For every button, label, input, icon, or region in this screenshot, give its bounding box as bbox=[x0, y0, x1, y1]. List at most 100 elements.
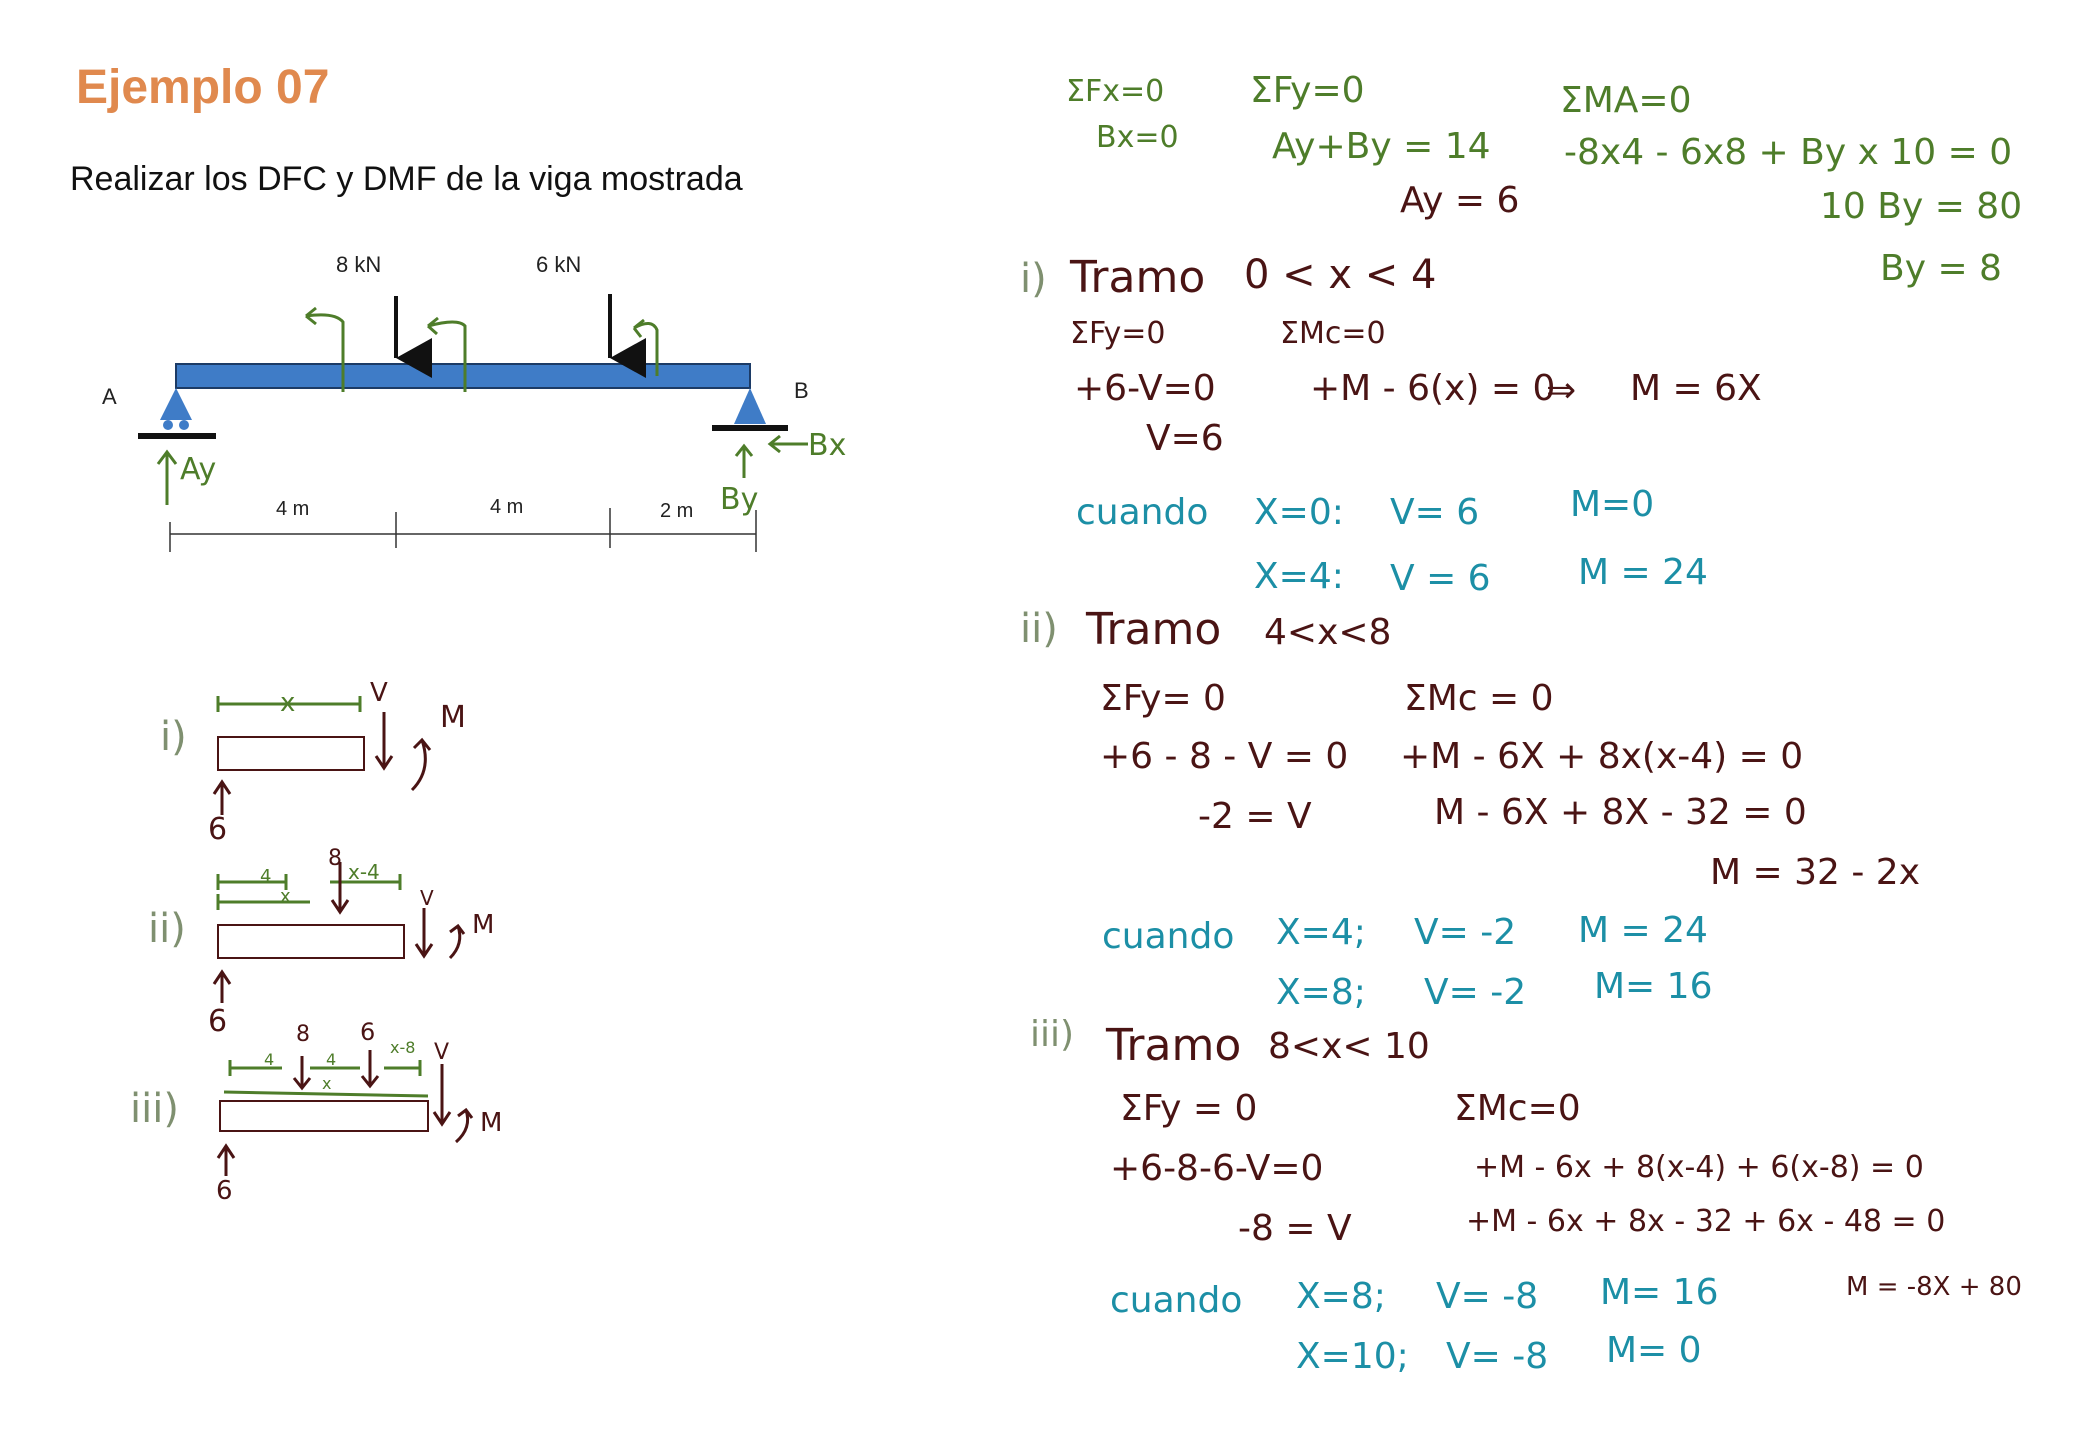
tramo-1-c1-v: V= 6 bbox=[1390, 492, 1480, 533]
fbd-iii-xminus: x-8 bbox=[390, 1038, 416, 1057]
tramo-3-v-result: -8 = V bbox=[1238, 1208, 1352, 1249]
eq-sum-fx: ΣFx=0 bbox=[1066, 74, 1165, 109]
tramo-1-c2-v: V = 6 bbox=[1390, 558, 1491, 599]
beam bbox=[175, 363, 751, 389]
eq-sum-ma: ΣMA=0 bbox=[1560, 80, 1692, 121]
reaction-by-label: By bbox=[720, 482, 759, 517]
tramo-3-m-result: M = -8X + 80 bbox=[1846, 1272, 2022, 1302]
eq-ay: Ay = 6 bbox=[1400, 180, 1520, 221]
tramo-1-fy-eq: +6-V=0 bbox=[1074, 368, 1216, 409]
section-cuts bbox=[305, 306, 659, 392]
tramo-2-c1-v: V= -2 bbox=[1414, 912, 1517, 953]
tramo-3-c2-m: M= 0 bbox=[1606, 1330, 1702, 1371]
tramo-3-title: Tramo bbox=[1106, 1020, 1242, 1071]
support-a-label: A bbox=[102, 384, 117, 409]
tramo-3-c1-x: X=8; bbox=[1296, 1276, 1386, 1317]
fbd-iii-x: x bbox=[322, 1074, 332, 1093]
fbd-ii-roman: ii) bbox=[148, 906, 186, 952]
eq-bx: Bx=0 bbox=[1096, 120, 1179, 155]
tramo-3-sum-mc: ΣMc=0 bbox=[1454, 1088, 1581, 1129]
eq-by-10: 10 By = 80 bbox=[1820, 186, 2023, 227]
tramo-2-range: 4<x<8 bbox=[1264, 612, 1392, 653]
tramo-3-sum-fy: ΣFy = 0 bbox=[1120, 1088, 1258, 1129]
fbd-i-roman: i) bbox=[160, 714, 187, 760]
tramo-1-cuando: cuando bbox=[1076, 492, 1209, 533]
tramo-2-m-eq: +M - 6X + 8x(x-4) = 0 bbox=[1400, 736, 1804, 777]
span-label-1: 4 m bbox=[276, 498, 310, 520]
tramo-1-c2-x: X=4: bbox=[1254, 556, 1344, 597]
fbd-ii-x: x bbox=[280, 886, 291, 907]
fbd-iii-reaction: 6 bbox=[216, 1176, 233, 1206]
fbd-i-m: M bbox=[440, 700, 466, 735]
fbd-ii-seg4: 4 bbox=[260, 866, 272, 887]
tramo-2-cuando: cuando bbox=[1102, 916, 1235, 957]
fbd-ii-m: M bbox=[472, 910, 495, 940]
fbd-iii-seg4a: 4 bbox=[264, 1050, 275, 1069]
fbd-ii-load: 8 bbox=[328, 846, 342, 871]
tramo-1-m-eq: +M - 6(x) = 0 bbox=[1310, 368, 1556, 409]
tramo-2-sum-mc: ΣMc = 0 bbox=[1404, 678, 1554, 719]
reaction-arrows bbox=[156, 434, 808, 505]
tramo-3-c2-v: V= -8 bbox=[1446, 1336, 1549, 1377]
tramo-3-m-eq2: +M - 6x + 8x - 32 + 6x - 48 = 0 bbox=[1466, 1204, 1946, 1239]
fbd-i-x: x bbox=[280, 688, 296, 718]
tramo-2-roman: ii) bbox=[1020, 606, 1058, 652]
tramo-3-fy-eq: +6-8-6-V=0 bbox=[1110, 1148, 1324, 1189]
reaction-ay-label: Ay bbox=[180, 452, 217, 487]
fbd-iii-roman: iii) bbox=[130, 1086, 179, 1132]
eq-by: By = 8 bbox=[1880, 248, 2002, 289]
support-b-label: B bbox=[794, 378, 809, 403]
tramo-2-v-result: -2 = V bbox=[1198, 796, 1312, 837]
tramo-2-m-result: M = 32 - 2x bbox=[1710, 852, 1921, 893]
tramo-3-m-eq: +M - 6x + 8(x-4) + 6(x-8) = 0 bbox=[1474, 1150, 1924, 1185]
tramo-1-roman: i) bbox=[1020, 256, 1047, 302]
fbd-iii-load6: 6 bbox=[360, 1018, 376, 1046]
eq-sum-fy: ΣFy=0 bbox=[1250, 70, 1365, 111]
tramo-1-v-result: V=6 bbox=[1146, 418, 1224, 459]
fbd-ii-v: V bbox=[420, 886, 434, 910]
tramo-2-m-eq2: M - 6X + 8X - 32 = 0 bbox=[1434, 792, 1807, 833]
load-label-8kn: 8 kN bbox=[336, 252, 382, 277]
tramo-2-c1-m: M = 24 bbox=[1578, 910, 1708, 951]
fbd-iii-m: M bbox=[480, 1108, 503, 1138]
tramo-3-c1-m: M= 16 bbox=[1600, 1272, 1719, 1313]
tramo-1-c1-m: M=0 bbox=[1570, 484, 1655, 525]
support-b-pin bbox=[734, 388, 766, 424]
tramo-1-c1-x: X=0: bbox=[1254, 492, 1344, 533]
tramo-2-c2-m: M= 16 bbox=[1594, 966, 1713, 1007]
fbd-i-graphic bbox=[212, 696, 432, 815]
fbd-iii-graphic bbox=[216, 1050, 474, 1176]
tramo-3-cuando: cuando bbox=[1110, 1280, 1243, 1321]
tramo-1-title: Tramo bbox=[1070, 252, 1206, 303]
fbd-i-reaction: 6 bbox=[208, 812, 228, 847]
support-a-pin bbox=[160, 388, 192, 420]
tramo-2-title: Tramo bbox=[1086, 604, 1222, 655]
tramo-1-c2-m: M = 24 bbox=[1578, 552, 1708, 593]
tramo-3-roman: iii) bbox=[1030, 1014, 1075, 1055]
tramo-2-c2-x: X=8; bbox=[1276, 972, 1366, 1013]
dimension-line bbox=[169, 508, 757, 552]
fbd-iii-v: V bbox=[434, 1040, 450, 1065]
problem-statement: Realizar los DFC y DMF de la viga mostra… bbox=[70, 160, 743, 198]
span-label-2: 4 m bbox=[490, 496, 524, 518]
tramo-2-c2-v: V= -2 bbox=[1424, 972, 1527, 1013]
tramo-3-range: 8<x< 10 bbox=[1268, 1026, 1430, 1067]
eq-ay-by: Ay+By = 14 bbox=[1272, 126, 1491, 167]
fbd-i-v: V bbox=[370, 678, 388, 708]
fbd-ii-xminus: x-4 bbox=[348, 860, 380, 884]
span-label-3: 2 m bbox=[660, 500, 694, 522]
fbd-ii-reaction: 6 bbox=[208, 1004, 228, 1039]
tramo-3-c1-v: V= -8 bbox=[1436, 1276, 1539, 1317]
tramo-1-sum-fy: ΣFy=0 bbox=[1070, 316, 1166, 351]
tramo-1-m-result: M = 6X bbox=[1630, 368, 1762, 409]
fbd-iii-seg4b: 4 bbox=[326, 1050, 337, 1069]
tramo-2-c1-x: X=4; bbox=[1276, 912, 1366, 953]
fbd-iii-load8: 8 bbox=[296, 1022, 310, 1047]
reaction-bx-label: Bx bbox=[808, 428, 847, 463]
eq-moment: -8x4 - 6x8 + By x 10 = 0 bbox=[1564, 132, 2013, 173]
tramo-1-sum-mc: ΣMc=0 bbox=[1280, 316, 1386, 351]
tramo-2-sum-fy: ΣFy= 0 bbox=[1100, 678, 1226, 719]
tramo-3-c2-x: X=10; bbox=[1296, 1336, 1409, 1377]
page-title: Ejemplo 07 bbox=[76, 61, 330, 114]
